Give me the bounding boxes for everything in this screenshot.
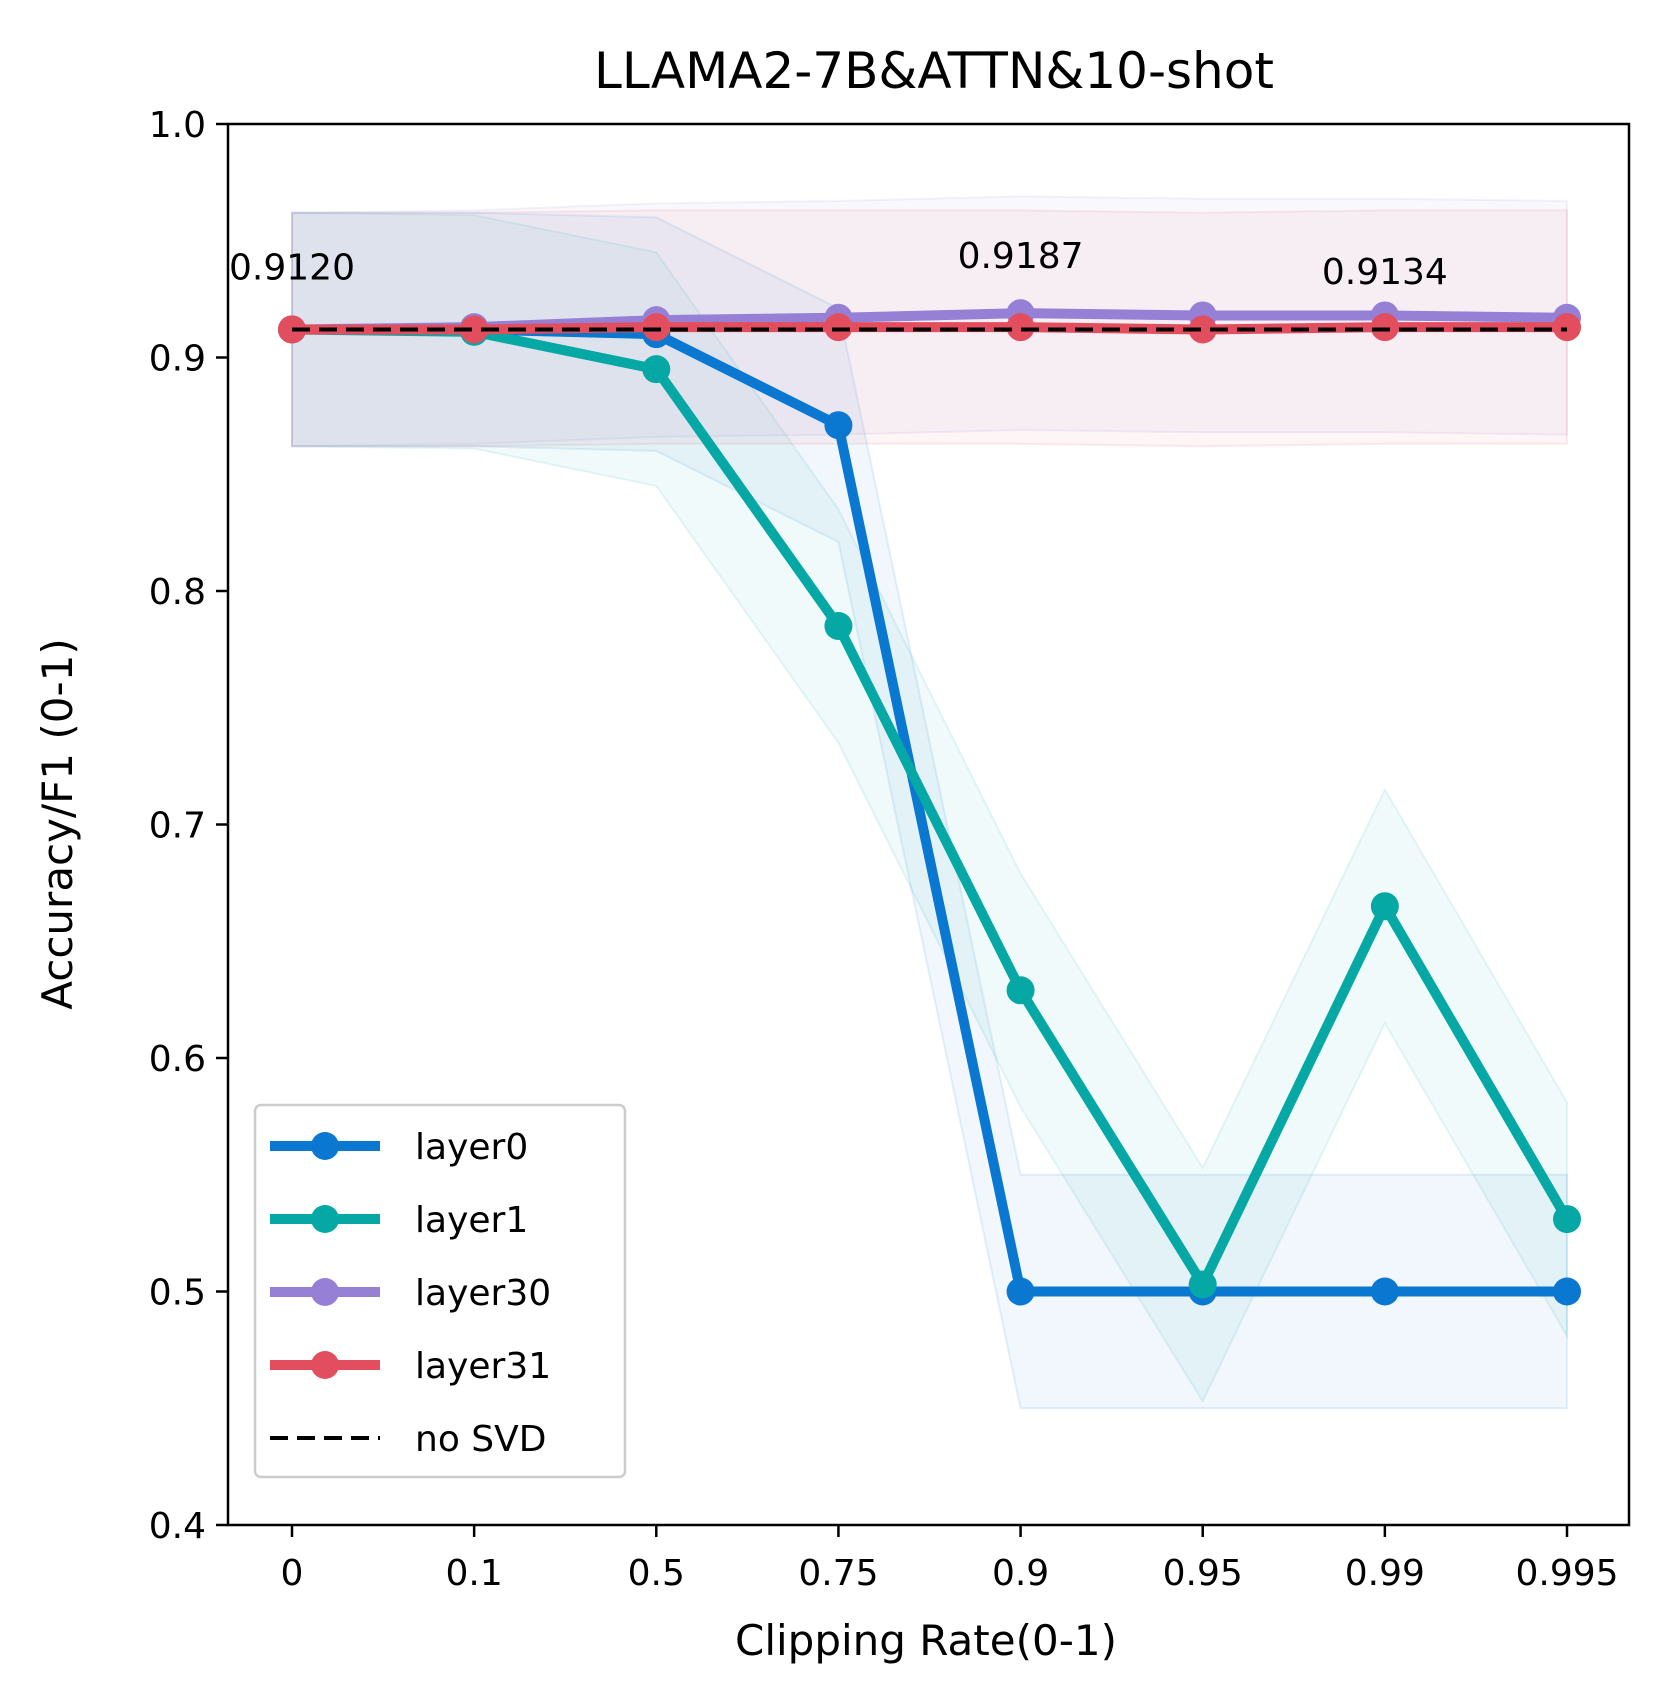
point-layer1-3: [824, 612, 853, 641]
point-layer1-7: [1553, 1205, 1581, 1234]
x-tick-label: 0.5: [628, 1553, 685, 1594]
point-layer31-6: [1370, 313, 1399, 342]
legend-label-layer31: layer31: [415, 1346, 551, 1387]
legend-marker-layer30: [311, 1278, 339, 1306]
series-line-layer1: [291, 324, 1572, 1290]
legend-marker-layer31: [311, 1351, 339, 1379]
y-tick-label: 0.8: [149, 572, 206, 613]
x-tick-label: 0.95: [1163, 1553, 1243, 1594]
point-layer0-3: [824, 411, 853, 440]
y-tick-label: 0.5: [149, 1273, 206, 1314]
x-tick-label: 0.9: [992, 1553, 1049, 1594]
point-layer31-4: [1006, 313, 1035, 342]
x-tick-label: 0.1: [446, 1553, 503, 1594]
x-tick-label: 0: [281, 1553, 304, 1594]
legend-label-layer0: layer0: [415, 1127, 528, 1168]
point-layer0-7: [1553, 1277, 1581, 1306]
y-tick-label: 1.0: [149, 105, 206, 146]
legend-marker-layer0: [311, 1132, 339, 1160]
point-layer1-6: [1370, 892, 1399, 921]
legend-label-no-svd: no SVD: [415, 1419, 546, 1460]
y-axis-ticks: 0.4 0.5 0.6 0.7 0.8 0.9 1.0: [149, 105, 228, 1547]
point-layer1-5: [1188, 1270, 1217, 1299]
annotation-0: 0.9120: [229, 247, 355, 288]
legend-marker-layer1: [311, 1205, 339, 1233]
point-layer1-4: [1006, 976, 1035, 1005]
y-tick-label: 0.4: [149, 1506, 206, 1547]
x-tick-label: 0.995: [1515, 1553, 1618, 1594]
legend-label-layer30: layer30: [415, 1273, 551, 1314]
y-tick-label: 0.7: [149, 806, 206, 847]
point-layer0-4: [1006, 1277, 1035, 1306]
point-layer31-3: [824, 313, 853, 342]
x-axis-label: Clipping Rate(0-1): [735, 1616, 1117, 1665]
value-annotations: 0.9120 0.9187 0.9134: [229, 236, 1448, 293]
y-tick-label: 0.6: [149, 1039, 206, 1080]
point-layer0-6: [1370, 1277, 1399, 1306]
legend-frame: [253, 1103, 627, 1479]
chart-title: LLAMA2-7B&ATTN&10-shot: [594, 42, 1274, 100]
x-tick-label: 0.75: [798, 1553, 878, 1594]
band-layer30: [291, 195, 1568, 448]
legend: layer0 layer1 layer30 layer31 no SVD: [253, 1103, 627, 1479]
y-tick-label: 0.9: [149, 339, 206, 380]
annotation-1: 0.9187: [958, 236, 1084, 277]
y-axis-label: Accuracy/F1 (0-1): [33, 638, 82, 1010]
point-layer31-1: [460, 315, 489, 344]
annotation-2: 0.9134: [1322, 252, 1448, 293]
x-axis-ticks: 0 0.1 0.5 0.75 0.9 0.95 0.99 0.995: [281, 1525, 1619, 1594]
point-layer31-5: [1188, 315, 1217, 344]
point-layer1-2: [642, 355, 671, 384]
point-layer31-2: [642, 313, 671, 342]
point-layer31-7: [1553, 313, 1581, 342]
legend-label-layer1: layer1: [415, 1200, 528, 1241]
x-tick-label: 0.99: [1345, 1553, 1425, 1594]
